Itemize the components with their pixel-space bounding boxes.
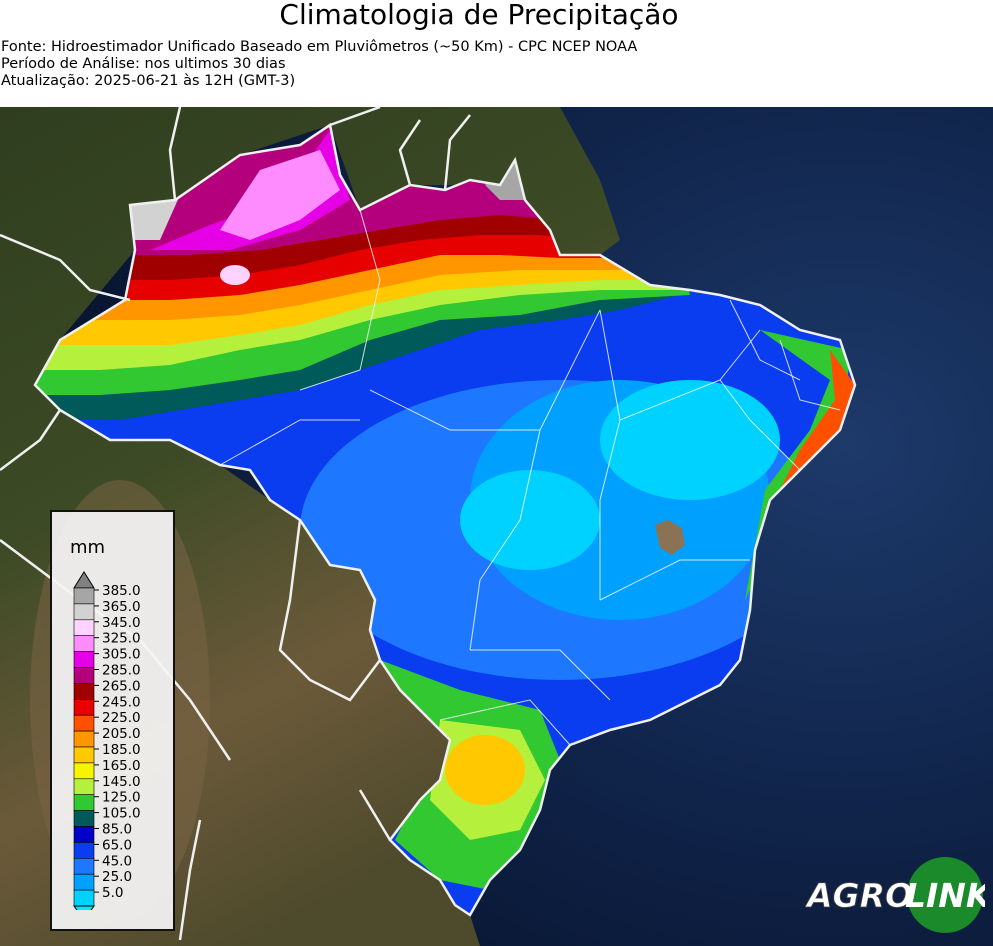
legend-label: 165.0 (102, 758, 141, 774)
legend-label: 365.0 (102, 599, 141, 615)
legend-swatch (73, 651, 95, 668)
legend-colorbar: 385.0365.0345.0325.0305.0285.0265.0245.0… (73, 571, 141, 910)
legend-label: 25.0 (102, 869, 132, 885)
legend-swatch (73, 714, 95, 732)
legend-swatch (73, 603, 95, 621)
legend-label: 105.0 (102, 806, 141, 822)
legend-swatch (73, 699, 95, 716)
legend-label: 125.0 (102, 790, 141, 806)
legend-label: 325.0 (102, 631, 141, 647)
legend-label: 145.0 (102, 774, 141, 790)
legend-label: 345.0 (102, 615, 141, 631)
source-line: Fonte: Hidroestimador Unificado Baseado … (1, 39, 638, 55)
legend-label: 5.0 (102, 885, 123, 901)
logo-text-agro: AGRO (805, 876, 913, 915)
legend-label: 185.0 (102, 742, 141, 758)
legend-label: 245.0 (102, 694, 141, 710)
lake-area (655, 520, 685, 555)
legend-panel (50, 510, 175, 931)
legend-swatch (73, 842, 95, 859)
legend-swatch (73, 683, 95, 700)
legend-swatch (73, 762, 95, 780)
legend-swatch (73, 794, 95, 811)
legend-swatch (73, 778, 95, 796)
legend-swatch (73, 587, 95, 605)
legend-arrow-top (73, 571, 95, 589)
legend-swatch (73, 826, 95, 843)
map-title: Climatologia de Precipitação (279, 0, 679, 31)
legend-label: 265.0 (102, 678, 141, 694)
updated-line: Atualização: 2025-06-21 às 12H (GMT-3) (1, 73, 296, 89)
state-borders (219, 209, 841, 746)
period-line: Período de Análise: nos ultimos 30 dias (1, 56, 286, 72)
legend-swatch (73, 810, 95, 827)
legend-swatch (73, 667, 95, 684)
legend-label: 65.0 (102, 837, 132, 853)
legend-swatch (73, 619, 95, 636)
legend-label: 285.0 (102, 663, 141, 679)
legend-label: 45.0 (102, 853, 132, 869)
legend-swatch (73, 873, 95, 891)
legend-label: 385.0 (102, 583, 141, 599)
legend-swatch (73, 889, 95, 907)
legend-label: 85.0 (102, 822, 132, 838)
logo-text-link: LINK (905, 876, 985, 915)
legend-label: 305.0 (102, 647, 141, 663)
legend-label: 225.0 (102, 710, 141, 726)
legend-swatch (73, 746, 95, 764)
legend-label: 205.0 (102, 726, 141, 742)
header: Climatologia de Precipitação Fonte: Hidr… (0, 0, 993, 107)
legend-arrow-bottom (73, 905, 95, 910)
legend-unit: mm (70, 537, 106, 558)
legend-swatch (73, 635, 95, 652)
agrolink-logo: AGRO LINK (805, 857, 985, 933)
logo-circle (907, 857, 983, 933)
legend-swatch (73, 857, 95, 875)
legend-swatch (73, 730, 95, 748)
